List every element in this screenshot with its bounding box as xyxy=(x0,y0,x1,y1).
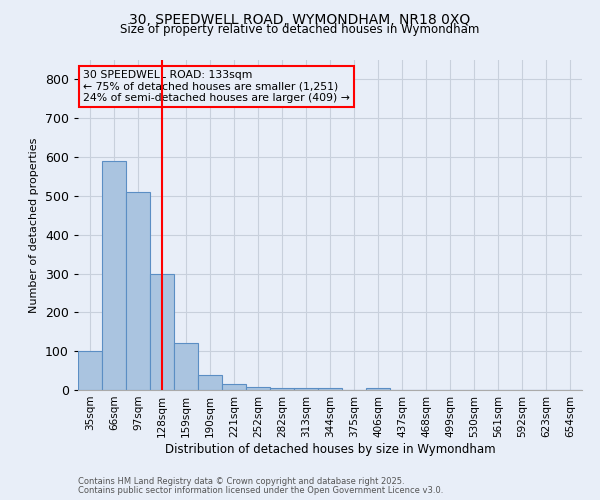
Text: Contains public sector information licensed under the Open Government Licence v3: Contains public sector information licen… xyxy=(78,486,443,495)
Text: 30, SPEEDWELL ROAD, WYMONDHAM, NR18 0XQ: 30, SPEEDWELL ROAD, WYMONDHAM, NR18 0XQ xyxy=(130,12,470,26)
Y-axis label: Number of detached properties: Number of detached properties xyxy=(29,138,40,312)
Bar xyxy=(150,274,174,390)
Bar xyxy=(222,384,246,390)
Text: Contains HM Land Registry data © Crown copyright and database right 2025.: Contains HM Land Registry data © Crown c… xyxy=(78,478,404,486)
Bar xyxy=(246,387,270,390)
Bar xyxy=(198,375,222,390)
Bar xyxy=(102,161,126,390)
Text: Size of property relative to detached houses in Wymondham: Size of property relative to detached ho… xyxy=(121,22,479,36)
X-axis label: Distribution of detached houses by size in Wymondham: Distribution of detached houses by size … xyxy=(164,442,496,456)
Bar xyxy=(318,388,342,390)
Bar xyxy=(174,344,198,390)
Bar xyxy=(126,192,150,390)
Bar xyxy=(366,388,390,390)
Text: 30 SPEEDWELL ROAD: 133sqm
← 75% of detached houses are smaller (1,251)
24% of se: 30 SPEEDWELL ROAD: 133sqm ← 75% of detac… xyxy=(83,70,350,103)
Bar xyxy=(270,388,294,390)
Bar xyxy=(78,351,102,390)
Bar xyxy=(294,388,318,390)
